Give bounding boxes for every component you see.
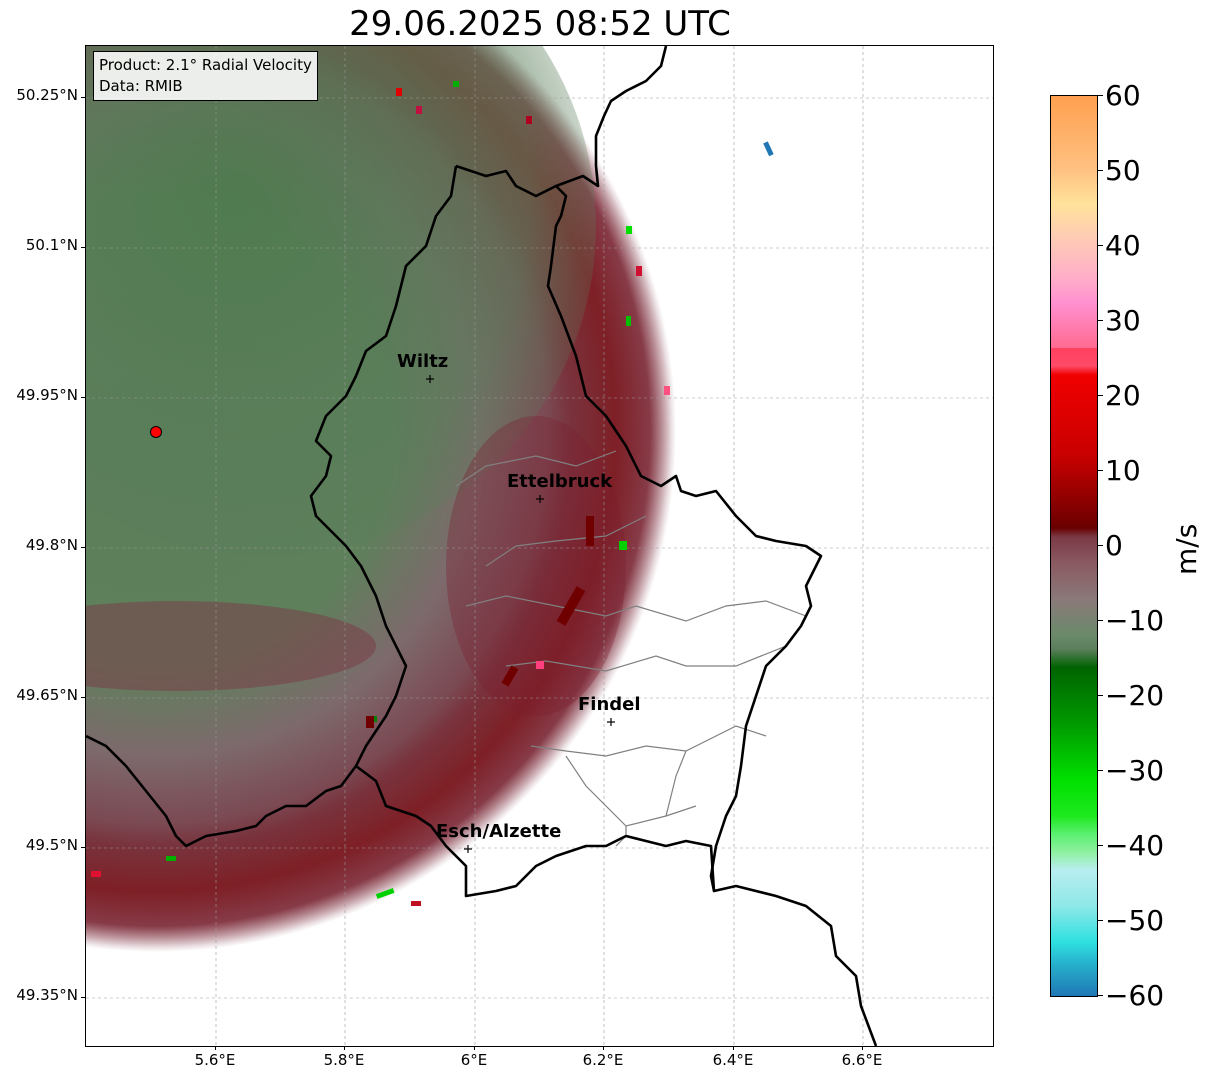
colorbar-unit-label: m/s <box>1170 523 1203 575</box>
radar-map-svg <box>86 46 993 1046</box>
product-label: Product: 2.1° Radial Velocity <box>99 56 312 74</box>
city-label-esch-alzette: Esch/Alzette <box>436 821 562 842</box>
colorbar-tick-label: 50 <box>1105 154 1141 187</box>
colorbar-tick-label: −30 <box>1105 754 1165 787</box>
city-markers <box>426 375 615 853</box>
colorbar-tick-mark <box>1097 995 1103 996</box>
colorbar-tick-label: 10 <box>1105 454 1141 487</box>
lon-tick-mark <box>215 1046 216 1050</box>
colorbar-tick-label: 60 <box>1105 79 1141 112</box>
product-info-box: Product: 2.1° Radial Velocity Data: RMIB <box>93 51 318 101</box>
lon-tick-label: 6°E <box>460 1051 488 1069</box>
lat-tick-label: 50.1°N <box>25 236 78 254</box>
colorbar-tick-mark <box>1097 545 1103 546</box>
speckle-echoes <box>91 81 774 906</box>
colorbar-tick-label: −10 <box>1105 604 1165 637</box>
city-label-ettelbruck: Ettelbruck <box>507 471 613 492</box>
radar-map[interactable] <box>85 45 994 1047</box>
lat-tick-mark <box>81 847 85 848</box>
colorbar-tick-label: −40 <box>1105 829 1165 862</box>
colorbar-tick-mark <box>1097 695 1103 696</box>
map-title: 29.06.2025 08:52 UTC <box>349 4 731 44</box>
radar-site <box>150 426 162 438</box>
lat-tick-label: 49.65°N <box>16 686 78 704</box>
lat-tick-mark <box>81 97 85 98</box>
lat-tick-label: 49.95°N <box>16 386 78 404</box>
colorbar-tick-mark <box>1097 170 1103 171</box>
colorbar-tick-label: 0 <box>1105 529 1123 562</box>
lon-tick-mark <box>474 1046 475 1050</box>
colorbar-tick-mark <box>1097 620 1103 621</box>
lon-tick-mark <box>603 1046 604 1050</box>
lat-tick-mark <box>81 997 85 998</box>
lat-tick-label: 49.5°N <box>25 836 78 854</box>
lon-tick-mark <box>733 1046 734 1050</box>
city-label-wiltz: Wiltz <box>397 351 449 372</box>
colorbar-tick-mark <box>1097 845 1103 846</box>
lat-tick-label: 49.35°N <box>16 986 78 1004</box>
colorbar-tick-label: −60 <box>1105 979 1165 1012</box>
lon-tick-label: 6.2°E <box>582 1051 624 1069</box>
colorbar-tick-label: −20 <box>1105 679 1165 712</box>
radar-echo-field <box>86 46 716 992</box>
colorbar-tick-mark <box>1097 470 1103 471</box>
lon-tick-label: 6.4°E <box>712 1051 754 1069</box>
colorbar-tick-mark <box>1097 770 1103 771</box>
data-source-label: Data: RMIB <box>99 77 183 95</box>
lat-tick-mark <box>81 547 85 548</box>
lat-tick-mark <box>81 697 85 698</box>
colorbar-tick-label: 30 <box>1105 304 1141 337</box>
colorbar-tick-mark <box>1097 395 1103 396</box>
colorbar-gradient <box>1051 96 1097 996</box>
colorbar-tick-mark <box>1097 920 1103 921</box>
velocity-colorbar <box>1050 95 1098 997</box>
lon-tick-label: 5.8°E <box>323 1051 365 1069</box>
lon-tick-label: 6.6°E <box>841 1051 883 1069</box>
lat-tick-label: 50.25°N <box>16 86 78 104</box>
lon-tick-mark <box>862 1046 863 1050</box>
colorbar-tick-label: −50 <box>1105 904 1165 937</box>
colorbar-tick-mark <box>1097 95 1103 96</box>
lon-tick-mark <box>344 1046 345 1050</box>
colorbar-tick-label: 20 <box>1105 379 1141 412</box>
lat-tick-label: 49.8°N <box>25 536 78 554</box>
colorbar-tick-mark <box>1097 245 1103 246</box>
colorbar-tick-mark <box>1097 320 1103 321</box>
lat-tick-mark <box>81 247 85 248</box>
country-borders <box>86 46 878 1046</box>
lon-tick-label: 5.6°E <box>194 1051 236 1069</box>
city-label-findel: Findel <box>578 694 641 715</box>
colorbar-tick-label: 40 <box>1105 229 1141 262</box>
lat-tick-mark <box>81 397 85 398</box>
